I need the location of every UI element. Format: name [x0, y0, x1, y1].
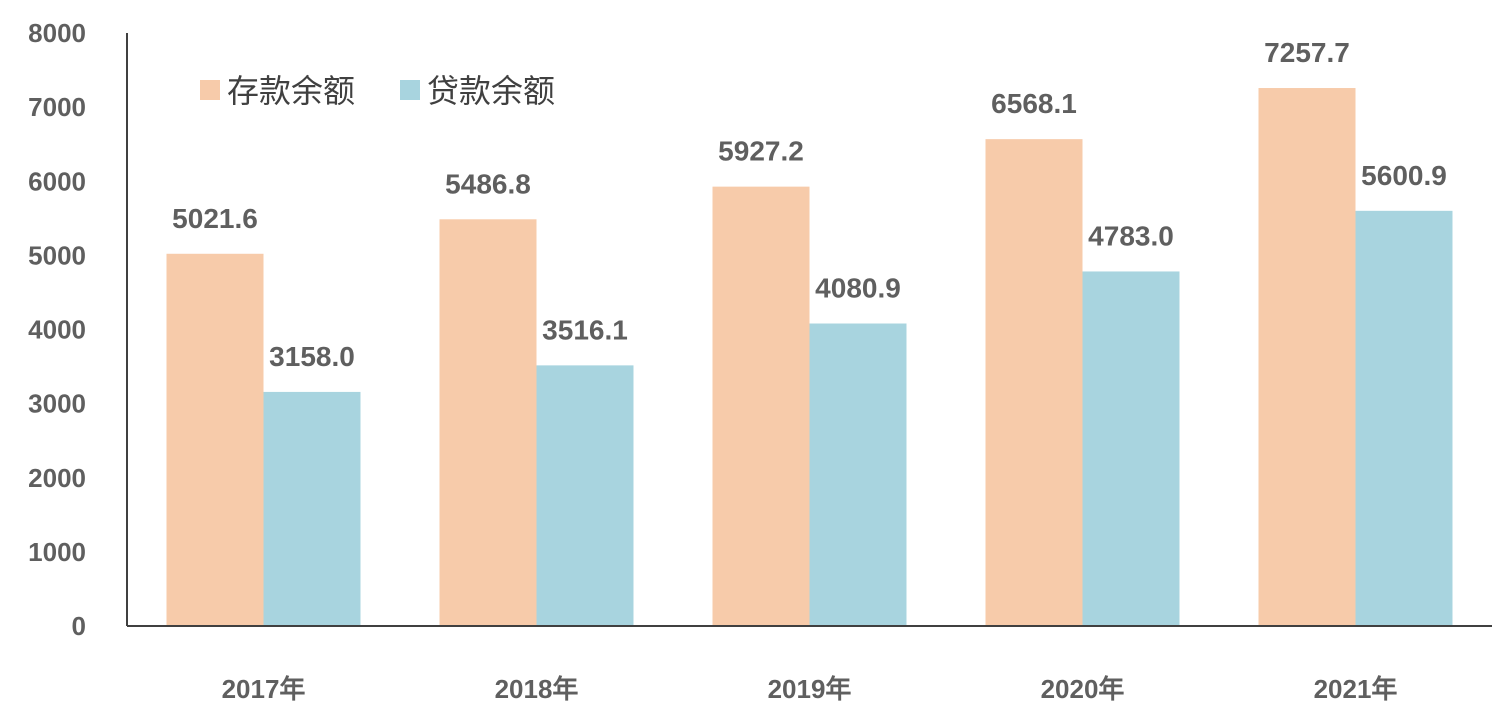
data-label: 6568.1	[991, 88, 1077, 119]
bar-deposit	[439, 219, 537, 626]
bar-deposit	[985, 139, 1083, 626]
x-tick-label: 2018年	[495, 674, 579, 704]
bar-loan	[263, 391, 361, 626]
bar-loan	[809, 323, 907, 626]
x-tick-label: 2019年	[768, 674, 852, 704]
bar-deposit	[1258, 88, 1356, 626]
y-tick-label: 0	[72, 611, 86, 641]
x-tick-label: 2017年	[222, 674, 306, 704]
data-label: 4080.9	[815, 273, 901, 304]
data-label: 3158.0	[269, 341, 355, 372]
bar-loan	[1082, 271, 1180, 626]
y-tick-label: 3000	[28, 389, 86, 419]
y-tick-label: 1000	[28, 537, 86, 567]
y-tick-label: 7000	[28, 92, 86, 122]
data-label: 5021.6	[172, 203, 258, 234]
y-tick-label: 6000	[28, 166, 86, 196]
data-label: 3516.1	[542, 314, 628, 345]
legend-swatch	[400, 80, 420, 100]
legend-label: 贷款余额	[427, 72, 555, 110]
legend-label: 存款余额	[227, 72, 355, 110]
legend: 存款余额 贷款余额	[200, 72, 555, 110]
bar-deposit	[166, 253, 264, 626]
bar-loan	[1355, 210, 1453, 626]
bar-loan	[536, 365, 634, 626]
y-tick-label: 2000	[28, 463, 86, 493]
y-tick-label: 8000	[28, 18, 86, 48]
x-tick-label: 2020年	[1041, 674, 1125, 704]
y-tick-label: 4000	[28, 315, 86, 345]
legend-swatch	[200, 80, 220, 100]
bar-deposit	[712, 186, 810, 626]
data-label: 5486.8	[445, 168, 531, 199]
y-axis-ticks: 0 1000 2000 3000 4000 5000 6000 7000 8000	[28, 18, 86, 641]
x-tick-label: 2021年	[1314, 674, 1398, 704]
x-axis-ticks: 2017年 2018年 2019年 2020年 2021年	[222, 674, 1398, 704]
data-label: 5600.9	[1361, 160, 1447, 191]
bars-group	[166, 88, 1453, 626]
data-label: 7257.7	[1264, 37, 1350, 68]
data-label: 5927.2	[718, 136, 804, 167]
data-label: 4783.0	[1088, 220, 1174, 251]
y-tick-label: 5000	[28, 240, 86, 270]
data-labels-group: 5021.6 5486.8 5927.2 6568.1 7257.7 3158.0 3516…	[172, 37, 1447, 372]
